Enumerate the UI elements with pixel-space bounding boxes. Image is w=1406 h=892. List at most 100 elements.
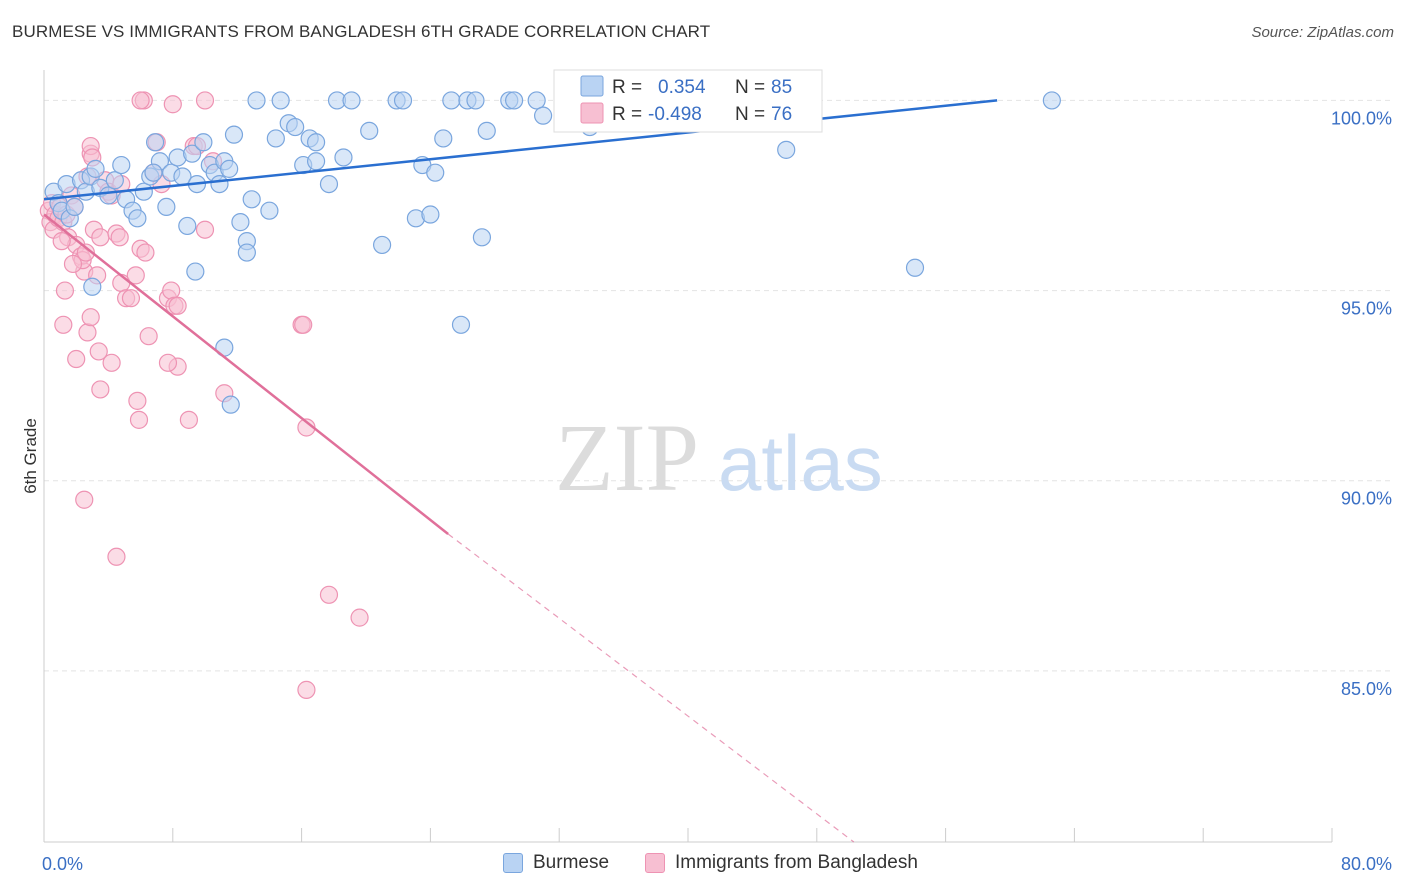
point-bangladesh (78, 323, 97, 342)
legend-n-value-bangladesh: 76 (771, 104, 792, 125)
point-bangladesh (52, 232, 71, 251)
point-bangladesh (294, 315, 313, 334)
point-burmese (86, 159, 105, 178)
series-burmese-points (44, 91, 1061, 414)
source-label: Source: ZipAtlas.com (1251, 24, 1394, 41)
point-burmese (112, 155, 131, 175)
legend-n-value-burmese: 85 (771, 77, 792, 98)
legend-r-value-bangladesh: -0.498 (648, 104, 702, 125)
point-burmese (426, 163, 445, 182)
point-burmese (157, 197, 176, 217)
point-burmese (1042, 91, 1061, 110)
point-burmese (145, 133, 165, 152)
watermark-zip: ZIP (555, 404, 699, 511)
point-burmese (183, 144, 202, 163)
point-burmese (306, 133, 326, 152)
y-axis-title: 6th Grade (21, 418, 40, 494)
y-tick-label: 90.0% (1341, 489, 1392, 509)
point-bangladesh (89, 342, 108, 361)
point-burmese (434, 129, 453, 148)
point-burmese (421, 205, 440, 224)
y-tick-label: 95.0% (1341, 299, 1392, 319)
point-burmese (242, 190, 261, 209)
point-bangladesh (136, 243, 155, 262)
point-burmese (319, 174, 339, 194)
y-tick-label: 100.0% (1331, 108, 1392, 128)
point-bangladesh (195, 220, 215, 239)
point-burmese (210, 174, 229, 194)
legend-r-label-bangladesh: R = (612, 104, 642, 125)
trend-lines (43, 99, 998, 843)
legend-swatch-bangladesh (580, 102, 604, 124)
point-burmese (286, 117, 305, 137)
point-burmese (224, 125, 244, 144)
point-bangladesh (350, 608, 369, 627)
point-burmese (194, 133, 213, 152)
point-burmese (105, 171, 124, 190)
stats-legend: R = 0.354 N = 85 R = -0.498 N = 76 (553, 69, 823, 133)
point-burmese (134, 182, 153, 201)
point-burmese (477, 121, 496, 140)
point-burmese (266, 129, 285, 148)
point-bangladesh (168, 296, 187, 315)
point-burmese (99, 186, 118, 205)
legend-swatch-bangladesh-bottom (645, 853, 665, 873)
point-burmese (271, 91, 290, 110)
legend-label-bangladesh: Immigrants from Bangladesh (675, 852, 918, 873)
legend-item-burmese: Burmese (503, 852, 609, 874)
point-burmese (334, 148, 353, 167)
point-bangladesh (128, 391, 147, 410)
point-burmese (186, 262, 205, 281)
point-bangladesh (67, 349, 86, 369)
point-burmese (373, 235, 392, 255)
y-axis-tick-labels: 85.0% 90.0% 95.0% 100.0% (1331, 108, 1392, 698)
legend-swatch-burmese (580, 75, 604, 97)
point-bangladesh (54, 315, 73, 334)
point-burmese (527, 91, 546, 110)
point-burmese (237, 243, 256, 262)
point-bangladesh (75, 490, 94, 509)
point-burmese (306, 152, 326, 171)
point-bangladesh (179, 410, 198, 429)
point-burmese (505, 91, 524, 110)
point-bangladesh (121, 289, 141, 308)
point-bangladesh (107, 547, 126, 566)
point-bangladesh (126, 266, 145, 285)
point-bangladesh (91, 228, 110, 247)
point-burmese (231, 213, 250, 232)
point-bangladesh (91, 380, 110, 399)
legend-swatch-burmese-bottom (503, 853, 523, 873)
point-bangladesh (110, 228, 129, 247)
point-bangladesh (158, 353, 178, 372)
point-burmese (220, 159, 239, 178)
point-burmese (247, 91, 266, 110)
point-burmese (178, 216, 197, 236)
series-legend: Burmese Immigrants from Bangladesh (0, 852, 1406, 878)
point-bangladesh (129, 410, 149, 429)
legend-label-burmese: Burmese (533, 852, 610, 873)
y-tick-label: 85.0% (1341, 679, 1392, 699)
chart-title: BURMESE VS IMMIGRANTS FROM BANGLADESH 6T… (12, 22, 711, 41)
x-tick-label-min: 0.0% (42, 854, 83, 874)
point-bangladesh (162, 281, 181, 300)
trend-line-burmese (43, 99, 998, 201)
point-bangladesh (163, 95, 182, 114)
legend-r-label-burmese: R = (612, 77, 642, 98)
point-burmese (260, 201, 279, 220)
point-burmese (533, 106, 553, 125)
point-burmese (451, 315, 471, 334)
legend-n-label-burmese: N = (735, 77, 765, 98)
point-bangladesh (319, 585, 339, 604)
legend-item-bangladesh: Immigrants from Bangladesh (645, 852, 918, 874)
watermark: ZIP atlas (555, 404, 883, 511)
point-bangladesh (76, 243, 95, 262)
legend-n-label-bangladesh: N = (735, 104, 765, 125)
point-bangladesh (63, 254, 83, 274)
point-burmese (442, 91, 461, 110)
point-burmese (128, 209, 147, 228)
point-burmese (360, 121, 379, 140)
point-bangladesh (81, 308, 100, 327)
legend-r-value-burmese: 0.354 (658, 77, 706, 98)
x-axis-ticks (43, 828, 1333, 842)
x-tick-label-max: 80.0% (1341, 854, 1392, 874)
